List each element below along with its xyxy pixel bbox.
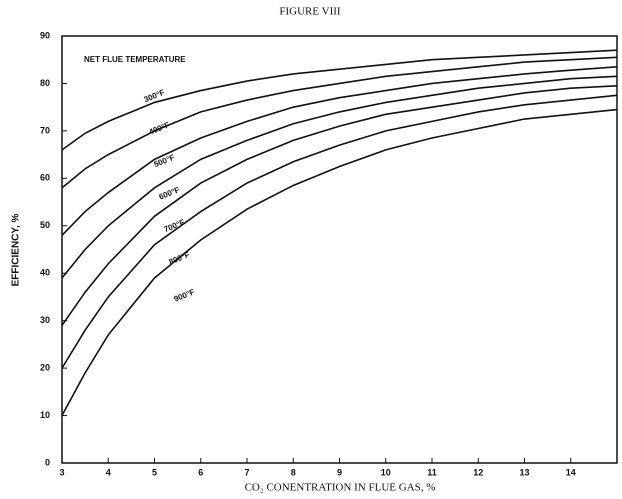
line: [61, 56, 618, 189]
x-tick-label: 3: [59, 467, 64, 477]
x-tick-label: 6: [198, 467, 203, 477]
series-label: 700°F: [163, 218, 186, 234]
line: [61, 66, 618, 236]
y-tick-label: 40: [40, 268, 50, 278]
x-tick-label: 7: [244, 467, 249, 477]
x-tick-label: 14: [566, 467, 576, 477]
series-label: 400°F: [148, 120, 171, 136]
series-label: 900°F: [173, 287, 196, 303]
y-tick-label: 10: [40, 410, 50, 420]
y-tick-label: 60: [40, 173, 50, 183]
y-tick-label: 20: [40, 362, 50, 372]
line: [61, 49, 618, 151]
x-tick-label: 13: [519, 467, 529, 477]
x-axis-label: CO₂ CONENTRATION IN FLUE GAS, %: [245, 482, 436, 494]
series-label: 500°F: [153, 153, 176, 169]
line: [61, 75, 618, 279]
line: [61, 94, 618, 369]
x-tick-label: 11: [427, 467, 437, 477]
y-tick-label: 50: [40, 220, 50, 230]
annotation: NET FLUE TEMPERATURE: [84, 55, 186, 64]
y-tick-label: 70: [40, 125, 50, 135]
line: [61, 108, 618, 416]
x-tick-label: 10: [381, 467, 391, 477]
line: [61, 85, 618, 326]
x-tick-label: 4: [106, 467, 111, 477]
y-tick-label: 90: [40, 30, 50, 40]
y-tick-label: 0: [45, 457, 50, 467]
x-tick-label: 5: [152, 467, 157, 477]
y-tick-label: 80: [40, 78, 50, 88]
y-axis-label: EFFICIENCY, %: [11, 214, 22, 287]
y-tick-label: 30: [40, 315, 50, 325]
x-tick-label: 9: [337, 467, 342, 477]
x-tick-label: 12: [473, 467, 483, 477]
chart-title: FIGURE VIII: [279, 6, 341, 18]
x-tick-label: 8: [291, 467, 296, 477]
